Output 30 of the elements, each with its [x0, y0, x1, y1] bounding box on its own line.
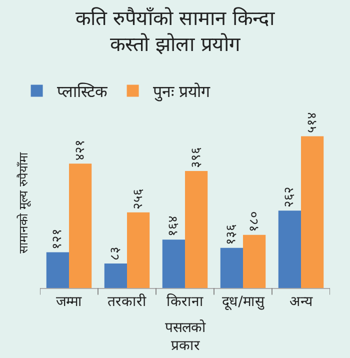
x-tick-label: तरकारी	[108, 292, 146, 310]
bar	[104, 263, 127, 288]
data-label: २५६	[130, 188, 146, 210]
data-label: २६२	[282, 186, 298, 208]
data-label: १२१	[50, 228, 66, 250]
bar	[162, 240, 185, 288]
bar	[243, 234, 266, 288]
data-label: १६४	[166, 216, 182, 237]
bar	[301, 136, 324, 288]
bar	[185, 171, 208, 288]
legend-label: प्लास्टिक	[56, 82, 108, 101]
x-axis-title: पसलको प्रकार	[165, 319, 206, 354]
bar	[127, 212, 150, 288]
bar	[220, 248, 243, 288]
x-tick-label: किराना	[166, 292, 204, 310]
y-axis-title: सामानको मूल्य रुपैयाँमा	[16, 152, 32, 254]
chart-title: कति रुपैयाँको सामान किन्दा कस्तो झोला प्रयोग	[75, 6, 276, 56]
data-label: ३९६	[188, 147, 204, 168]
data-label: १८०	[246, 210, 262, 232]
data-label: ८३	[108, 246, 124, 260]
x-tick-label: दूध/मासु	[222, 294, 265, 311]
bar	[278, 210, 301, 288]
legend-label: पुनः प्रयोग	[152, 82, 211, 102]
bar	[69, 164, 92, 288]
x-tick-label: अन्य	[290, 294, 314, 310]
data-label: १३६	[224, 224, 240, 245]
data-label: ५१४	[304, 112, 320, 134]
data-label: ४२१	[72, 140, 88, 161]
bar	[46, 252, 69, 288]
x-tick-label: जम्मा	[56, 294, 82, 310]
